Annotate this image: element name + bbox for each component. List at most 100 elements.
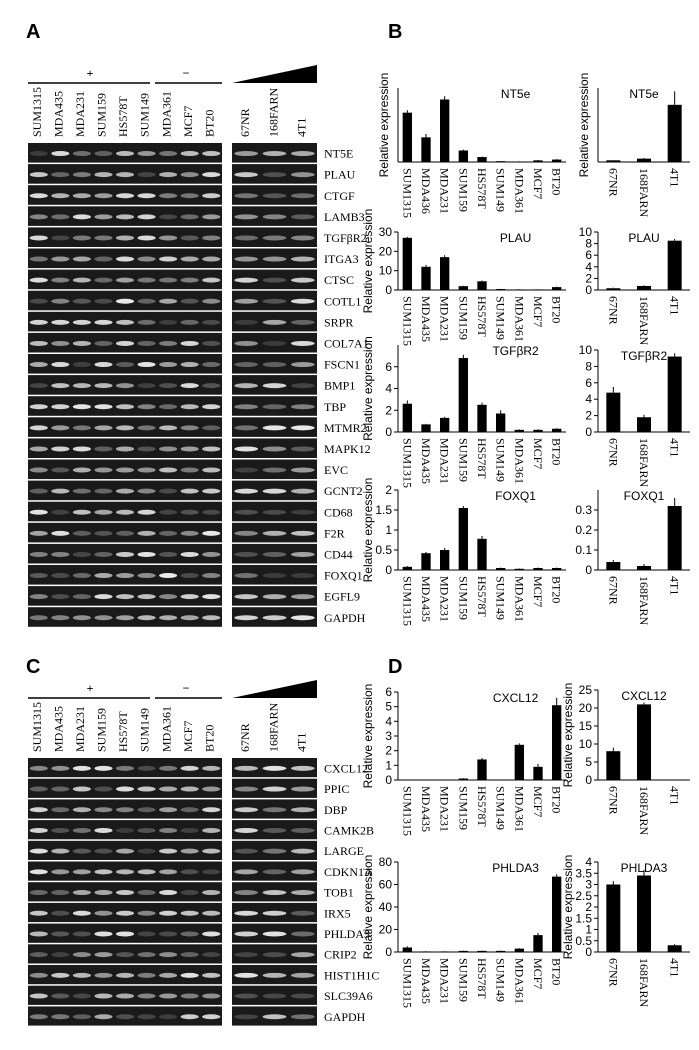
bar (533, 766, 543, 780)
bar (477, 157, 487, 162)
gel-band (290, 193, 315, 199)
x-tick-label: HS578T (475, 296, 489, 337)
gel-band (94, 573, 113, 579)
gel-band (159, 530, 178, 536)
gel-band (180, 952, 199, 958)
y-tick-label: 20 (379, 244, 393, 258)
gel-band (180, 425, 199, 431)
x-tick-label: SUM1315 (400, 786, 414, 836)
y-axis-label: Relative expression (577, 73, 591, 178)
bar (667, 356, 682, 432)
gel-band (262, 848, 287, 854)
x-tick-label: 168FARN (637, 576, 651, 625)
bar (667, 104, 682, 162)
gel-band (29, 1014, 48, 1020)
gene-label: FOXQ1 (324, 569, 363, 583)
gel-band (137, 235, 156, 241)
lane-label: SUM149 (138, 708, 152, 752)
gel-band (202, 446, 221, 452)
gel-band (202, 298, 221, 304)
lane-label: SUM159 (95, 93, 109, 137)
gel-band (29, 404, 48, 410)
x-tick-label: BT20 (550, 168, 564, 195)
gel-band (115, 151, 135, 157)
gel-band (115, 765, 135, 771)
gel-band (137, 383, 156, 389)
y-tick-label: 25 (579, 683, 593, 697)
x-tick-label: 67NR (606, 296, 620, 325)
chart-title: FOXQ1 (495, 489, 536, 503)
gene-label: HIST1H1C (324, 968, 379, 982)
gel-band (72, 910, 91, 916)
gel-band (137, 488, 156, 494)
gene-label: TOB1 (324, 886, 354, 900)
x-tick-label: 67NR (606, 786, 620, 815)
gel-band (51, 446, 70, 452)
gel-band (262, 910, 287, 916)
gel-band (29, 551, 48, 557)
gel-band (72, 993, 91, 999)
bar (606, 288, 621, 290)
bar (440, 257, 450, 290)
chart-title: PLAU (628, 231, 659, 245)
gel-band (137, 446, 156, 452)
gene-label: LAMB3 (324, 210, 365, 224)
gel-band (290, 952, 315, 958)
gel-band (180, 509, 199, 515)
y-tick-label: 0 (585, 945, 592, 959)
x-tick-label: MCF7 (531, 168, 545, 199)
lane-label: MDA361 (159, 706, 173, 752)
group-minus: − (183, 66, 190, 80)
gel-band (29, 193, 48, 199)
bar (533, 568, 543, 570)
gene-label: SRPR (324, 315, 353, 329)
gel-band (115, 340, 135, 346)
gel-band (262, 425, 287, 431)
gel-band (159, 362, 178, 368)
bar (458, 950, 468, 952)
y-tick-label: 8 (585, 237, 592, 251)
gel-band (180, 827, 199, 833)
gel-band (115, 383, 135, 389)
gel-band (159, 214, 178, 220)
gel-band (29, 972, 48, 978)
gel-band (51, 765, 70, 771)
gel-band (29, 931, 48, 937)
gel-band (29, 594, 48, 600)
gel-band (72, 848, 91, 854)
bar (606, 392, 621, 432)
x-tick-label: 67NR (606, 958, 620, 987)
gel-band (234, 446, 259, 452)
gene-label: MAPK12 (324, 442, 371, 456)
gel-band (202, 910, 221, 916)
gene-label: DBP (324, 803, 348, 817)
lane-label: 67NR (238, 723, 252, 752)
gel-band (137, 972, 156, 978)
gel-band (202, 404, 221, 410)
gel-band (290, 340, 315, 346)
gel-band (72, 931, 91, 937)
gel-band (51, 594, 70, 600)
gel-band (51, 214, 70, 220)
gel-band (202, 214, 221, 220)
x-tick-label: MCF7 (531, 786, 545, 817)
gel-band (94, 362, 113, 368)
gel-band (115, 827, 135, 833)
gel-band (29, 425, 48, 431)
gel-band (29, 214, 48, 220)
bar (477, 404, 487, 432)
gel-band (51, 931, 70, 937)
x-tick-label: 168FARN (637, 296, 651, 345)
y-tick-label: 5 (385, 700, 392, 714)
gel-band (72, 786, 91, 792)
bar (533, 935, 543, 952)
y-tick-label: 6 (385, 360, 392, 374)
gel-band (202, 807, 221, 813)
y-tick-label: 10 (579, 225, 593, 239)
x-tick-label: 168FARN (637, 168, 651, 217)
gene-label: NT5E (324, 147, 353, 161)
gel-row (232, 290, 317, 311)
gel-band (234, 235, 259, 241)
gene-label: F2R (324, 526, 345, 540)
gene-label: MTMR2 (324, 421, 367, 435)
